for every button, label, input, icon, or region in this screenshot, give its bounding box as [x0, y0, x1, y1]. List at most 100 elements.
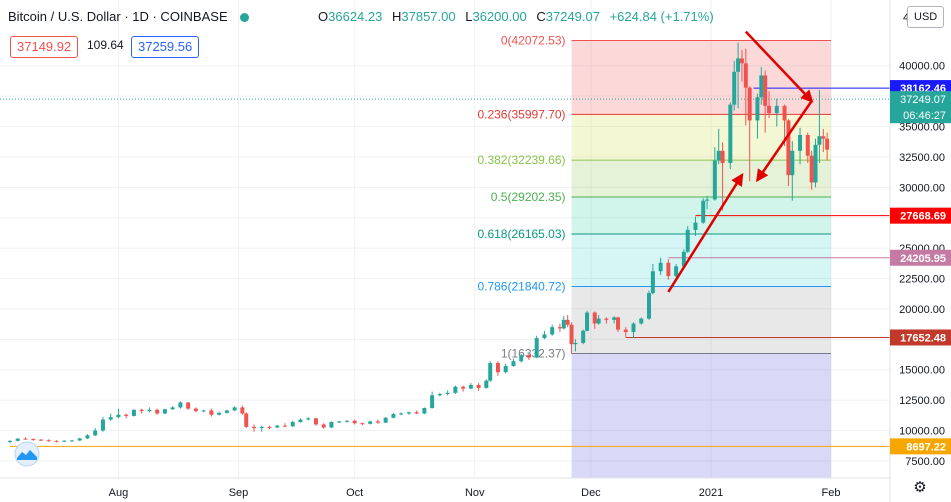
- fibonacci-retracement: 0(42072.53) 0.236(35997.70) 0.382(32239.66…: [477, 34, 832, 478]
- price-line-label-bg: [890, 438, 951, 455]
- candle-body: [383, 417, 388, 423]
- close-value: 37249.07: [545, 9, 600, 24]
- candle-body: [244, 413, 249, 427]
- high-value: 37857.00: [401, 9, 456, 24]
- candle-body: [631, 323, 636, 333]
- buy-price-button[interactable]: 37259.56: [131, 36, 200, 58]
- candle-body: [282, 425, 287, 427]
- candle-body: [542, 334, 547, 339]
- candle-body: [825, 138, 830, 150]
- candle-body: [763, 75, 768, 106]
- candle-body: [139, 409, 144, 412]
- candle-body: [534, 338, 539, 358]
- candle-body: [155, 409, 160, 414]
- candle-body: [693, 222, 698, 230]
- price-line-label: 17652.48: [900, 332, 946, 344]
- candle-body: [569, 324, 574, 345]
- currency-button[interactable]: USD: [907, 6, 945, 28]
- candle-body: [54, 440, 59, 442]
- candle-body: [15, 438, 20, 441]
- candle-body: [596, 318, 601, 324]
- candle-body: [550, 327, 555, 335]
- y-tick-label: 7500.00: [905, 456, 945, 468]
- y-tick-label: 10000.00: [899, 426, 945, 438]
- candle-body: [561, 319, 566, 329]
- open-value: 36624.23: [328, 9, 383, 24]
- settings-gear-icon[interactable]: ⚙: [913, 479, 927, 496]
- candle-body: [360, 423, 365, 425]
- candle-body: [329, 422, 334, 428]
- candle-body: [565, 319, 570, 325]
- candle-body: [62, 440, 67, 442]
- y-tick-label-partial: 4: [903, 12, 909, 24]
- candle-body: [8, 440, 12, 442]
- candle-body: [313, 418, 318, 425]
- candle-body: [240, 407, 245, 414]
- candle-body: [743, 63, 748, 88]
- candle-body: [399, 413, 404, 415]
- candle-body: [786, 120, 791, 176]
- candle-body: [728, 104, 733, 163]
- candle-body: [484, 380, 489, 388]
- candle-body: [585, 312, 590, 331]
- low-value: 36200.00: [472, 9, 527, 24]
- candle-body: [639, 318, 644, 324]
- current-price-label: 37249.07: [900, 94, 946, 106]
- candle-body: [321, 424, 326, 428]
- candle-body: [755, 97, 760, 121]
- candle-body: [805, 135, 810, 156]
- candle-body: [259, 426, 264, 429]
- x-tick-label: Sep: [229, 487, 249, 499]
- candle-body: [782, 105, 787, 121]
- ohlc-values: O36624.23 H37857.00 L36200.00 C37249.07 …: [318, 9, 714, 24]
- x-tick-label: Nov: [465, 487, 485, 499]
- fib-zone-below: [571, 353, 832, 478]
- candle-body: [352, 420, 357, 424]
- candle-body: [31, 439, 36, 441]
- candle-body: [798, 135, 803, 151]
- candle-body: [453, 386, 458, 393]
- candle-body: [821, 136, 826, 139]
- sell-price-button[interactable]: 37149.92: [10, 36, 79, 58]
- candle-body: [391, 414, 396, 418]
- candle-body: [495, 363, 500, 373]
- candle-body: [93, 430, 98, 436]
- candle-body: [38, 439, 43, 441]
- candle-body: [445, 392, 450, 395]
- candle-body: [616, 317, 621, 330]
- candle-body: [209, 410, 214, 415]
- x-tick-label: Oct: [346, 487, 363, 499]
- candle-body: [201, 410, 206, 412]
- y-tick-label: 20000.00: [899, 304, 945, 316]
- candle-body: [100, 419, 105, 431]
- y-tick-label: 12500.00: [899, 395, 945, 407]
- tradingview-logo-icon[interactable]: [10, 441, 44, 467]
- candle-body: [131, 409, 136, 416]
- candle-body: [720, 150, 725, 163]
- candle-body: [809, 155, 814, 183]
- candle-body: [736, 58, 741, 72]
- candle-body: [116, 414, 121, 418]
- x-tick-label: Aug: [109, 487, 129, 499]
- y-tick-label: 32500.00: [899, 152, 945, 164]
- x-tick-label: 2021: [699, 487, 723, 499]
- fib-zone: [571, 286, 832, 354]
- candle-body: [774, 105, 779, 114]
- candle-body: [674, 266, 679, 277]
- trend-arrow: [667, 173, 744, 293]
- fib-level-label: 0.618(26165.03): [477, 227, 565, 241]
- price-line-label-bg: [890, 207, 951, 224]
- change-value: +624.84 (+1.71%): [609, 9, 714, 24]
- candle-body: [712, 160, 717, 200]
- candle-body: [375, 421, 380, 423]
- candle-body: [526, 355, 531, 358]
- price-line-label: 27668.69: [900, 211, 946, 223]
- symbol-title[interactable]: Bitcoin / U.S. Dollar · 1D · COINBASE: [8, 9, 259, 24]
- x-axis: Aug Sep Oct Nov Dec 2021 Feb: [0, 477, 890, 499]
- candle-body: [193, 408, 198, 412]
- candle-body: [344, 420, 349, 422]
- candle-body: [186, 402, 191, 409]
- candle-body: [813, 144, 818, 183]
- candle-body: [685, 229, 690, 252]
